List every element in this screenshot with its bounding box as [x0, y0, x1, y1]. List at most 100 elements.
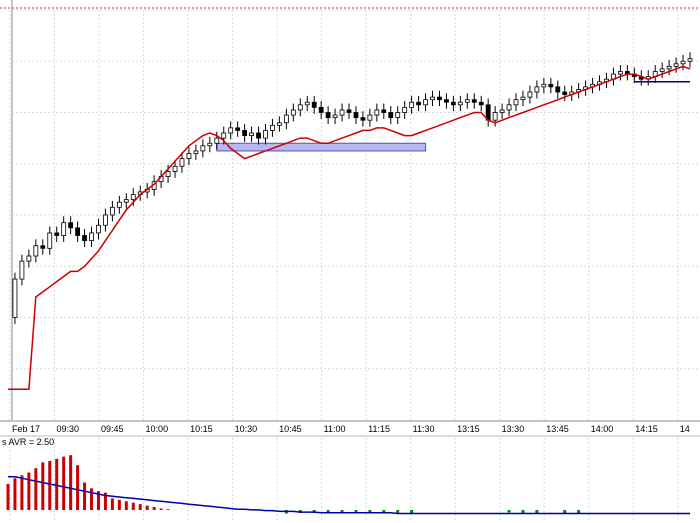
candle-body	[527, 91, 533, 98]
candle-body	[109, 206, 115, 216]
candle-body	[402, 106, 408, 113]
candle-body	[367, 114, 373, 121]
candle-body	[666, 65, 672, 70]
volume-bar-up	[6, 484, 10, 510]
candle-body	[325, 112, 331, 119]
candle-body	[311, 101, 317, 108]
candle-body	[172, 165, 178, 172]
candle-body	[430, 96, 435, 101]
volume-bar-down	[410, 510, 414, 513]
candle-body	[680, 60, 686, 65]
volume-bar-up	[166, 509, 170, 510]
candle-body	[423, 99, 428, 106]
candle-body	[221, 132, 227, 139]
candle-body	[61, 222, 67, 236]
candle-body	[40, 245, 46, 249]
candle-body	[249, 132, 254, 136]
candle-body	[548, 83, 554, 88]
candle-body	[82, 235, 87, 242]
candle-body	[68, 222, 74, 229]
volume-bar-up	[83, 482, 87, 510]
candle-body	[75, 227, 80, 236]
candle-body	[457, 101, 463, 106]
candle-body	[200, 145, 206, 152]
candle-body	[193, 150, 199, 154]
candle-body	[263, 130, 268, 139]
candle-body	[33, 245, 39, 257]
candle-body	[437, 96, 442, 101]
volume-bar-down	[535, 510, 539, 513]
candle-body	[297, 104, 303, 111]
x-tick-label: 13:15	[457, 424, 480, 434]
candle-body	[360, 117, 366, 121]
volume-bar-up	[55, 458, 59, 510]
candle-body	[471, 99, 477, 103]
candle-body	[123, 199, 129, 203]
volume-bar-down	[396, 510, 400, 514]
volume-bar-up	[145, 505, 149, 510]
candle-body	[687, 58, 693, 62]
volume-bar-down	[354, 510, 358, 513]
lines	[8, 65, 691, 391]
candle-body	[673, 63, 679, 67]
x-tick-label: 11:30	[413, 424, 435, 434]
candle-body	[541, 83, 547, 88]
volume-bar-up	[152, 507, 156, 510]
candle-body	[283, 114, 289, 124]
candle-body	[89, 232, 94, 242]
candle-body	[506, 104, 512, 111]
candle-body	[555, 86, 561, 93]
candle-body	[228, 127, 234, 134]
volume-bar-down	[577, 510, 581, 514]
candle-body	[19, 260, 25, 280]
candle-body	[130, 194, 136, 201]
volume-bar-down	[340, 510, 344, 513]
x-tick-label: 10:15	[190, 424, 213, 434]
candle-body	[492, 112, 498, 121]
candle-body	[464, 99, 470, 103]
x-tick-label: Feb 17	[12, 424, 40, 434]
volume-bar-down	[563, 510, 567, 514]
volume-bar-down	[368, 510, 372, 513]
candle-body	[388, 112, 394, 119]
volume-panel	[6, 455, 690, 515]
candle-body	[214, 137, 220, 144]
candle-body	[96, 224, 101, 234]
volume-bar-up	[117, 499, 121, 510]
candle-body	[270, 124, 275, 131]
x-tick-label: 09:45	[101, 424, 124, 434]
volume-bar-up	[69, 455, 73, 510]
x-tick-label: 10:45	[279, 424, 302, 434]
volume-bar-up	[48, 460, 52, 510]
candle-body	[277, 122, 282, 126]
candle-body	[26, 255, 32, 262]
x-tick-label: 10:30	[235, 424, 258, 434]
candle-body	[116, 201, 122, 208]
candle-body	[346, 109, 352, 113]
x-tick-label: 10:00	[146, 424, 169, 434]
candle-body	[318, 106, 324, 113]
volume-bar-up	[41, 462, 45, 510]
volume-bar-up	[138, 504, 142, 510]
x-tick-label: 11:15	[368, 424, 390, 434]
candle-body	[381, 109, 387, 113]
candle-body	[395, 112, 401, 119]
candle-body	[374, 109, 380, 116]
volume-bar-up	[34, 468, 38, 510]
candle-body	[450, 101, 456, 106]
x-tick-label: 14:15	[635, 424, 658, 434]
volume-bar-up	[62, 456, 66, 510]
candle-body	[235, 127, 241, 131]
candle-body	[659, 68, 665, 72]
candles	[12, 52, 693, 324]
volume-bar-down	[326, 510, 330, 513]
volume-bar-up	[76, 465, 80, 510]
volume-bar-down	[521, 510, 525, 513]
candle-body	[513, 99, 519, 106]
volume-bar-up	[103, 492, 107, 510]
candle-body	[304, 101, 310, 106]
candle-body	[186, 153, 192, 160]
candle-body	[332, 114, 338, 119]
candle-body	[618, 71, 623, 75]
